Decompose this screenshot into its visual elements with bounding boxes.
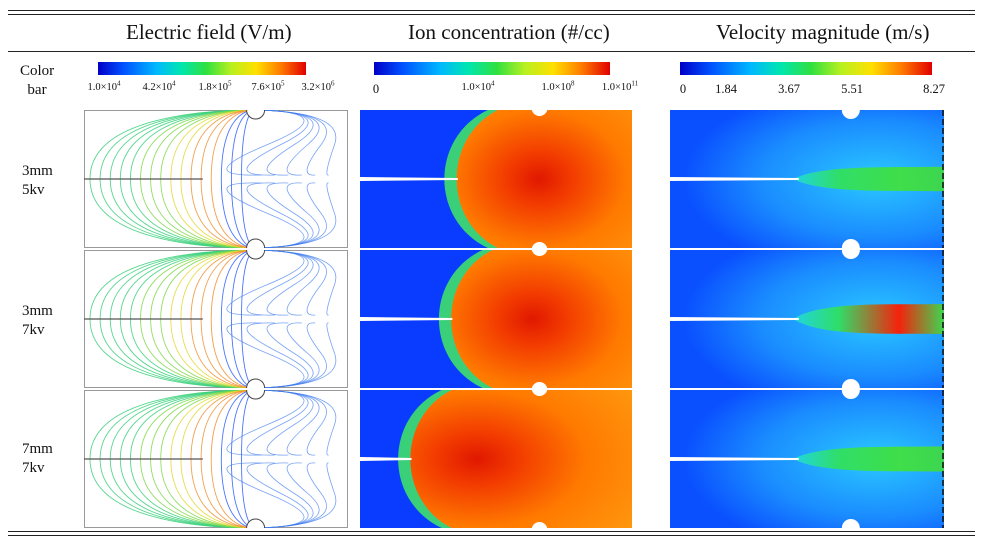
collector-electrode <box>531 250 548 256</box>
field-streamline <box>255 322 337 388</box>
colorbar-tick: 3.67 <box>778 82 800 96</box>
column-header-velocity-magnitude: Velocity magnitude (m/s) <box>716 20 930 44</box>
row-voltage: 7kv <box>22 322 45 338</box>
collector-electrode <box>246 110 266 120</box>
ion-region <box>456 110 632 248</box>
field-streamline <box>255 390 337 456</box>
field-streamline <box>255 182 337 248</box>
row-voltage: 5kv <box>22 182 45 198</box>
colorbar-row-label: Color bar <box>20 62 54 100</box>
emitter-needle <box>670 177 799 181</box>
column-header-electric-field: Electric field (V/m) <box>126 20 292 44</box>
ion-concentration-panel <box>360 110 632 248</box>
collector-electrode <box>841 250 860 259</box>
row-label-2: 3mm 7kv <box>22 302 53 340</box>
emitter-needle <box>360 457 412 461</box>
emitter-needle <box>670 457 799 461</box>
collector-electrode <box>841 390 860 399</box>
colorbar-tick: 4.2×104 <box>142 79 176 93</box>
collector-electrode <box>246 378 266 388</box>
colorbar-tick: 1.84 <box>715 82 737 96</box>
electric-field-panel <box>84 390 348 528</box>
colorbar-row-label-line2: bar <box>27 82 47 98</box>
row-gap: 7mm <box>22 441 53 457</box>
row-gap: 3mm <box>22 163 53 179</box>
ion-concentration-panel <box>360 250 632 388</box>
emitter-needle <box>670 317 799 321</box>
collector-electrode <box>531 110 548 116</box>
colorbar-ion-concentration <box>374 62 610 75</box>
colorbar-tick: 7.6×105 <box>251 79 285 93</box>
row-gap: 3mm <box>22 303 53 319</box>
colorbar-tick: 1.0×104 <box>461 79 495 93</box>
row-label-1: 3mm 5kv <box>22 162 53 200</box>
collector-electrode <box>841 379 860 388</box>
collector-electrode <box>531 390 548 396</box>
collector-electrode <box>531 522 548 528</box>
table-top-rule <box>8 10 975 11</box>
collector-electrode <box>246 390 266 400</box>
collector-electrode <box>841 110 860 119</box>
electric-field-panel <box>84 110 348 248</box>
colorbar-electric-field <box>98 62 306 75</box>
collector-electrode <box>531 382 548 388</box>
velocity-panel <box>670 250 944 388</box>
row-label-3: 7mm 7kv <box>22 440 53 478</box>
colorbar-tick: 5.51 <box>841 82 863 96</box>
velocity-jet <box>793 166 944 192</box>
colorbar-tick: 1.0×108 <box>541 79 575 93</box>
emitter-needle <box>360 177 458 181</box>
colorbar-tick: 0 <box>679 82 687 96</box>
colorbar-row-label-line1: Color <box>20 63 55 79</box>
colorbar-velocity <box>680 62 932 75</box>
row-voltage: 7kv <box>22 460 45 476</box>
ion-region <box>451 250 632 388</box>
collector-electrode <box>531 242 548 248</box>
field-streamline <box>255 250 337 316</box>
collector-electrode <box>841 519 860 528</box>
electric-field-panel <box>84 250 348 388</box>
colorbar-tick: 3.2×106 <box>301 79 335 93</box>
colorbar-tick: 1.0×1011 <box>601 79 639 93</box>
colorbar-tick: 1.8×105 <box>198 79 232 93</box>
collector-electrode <box>246 250 266 260</box>
velocity-panel <box>670 390 944 528</box>
colorbar-tick: 8.27 <box>923 82 945 96</box>
velocity-jet <box>793 446 944 472</box>
field-streamline <box>255 110 337 176</box>
table-top-rule-2 <box>8 14 975 15</box>
colorbar-tick: 0 <box>372 82 380 96</box>
velocity-panel <box>670 110 944 248</box>
collector-electrode <box>246 518 266 528</box>
table-bottom-rule-2 <box>8 535 975 536</box>
ion-concentration-panel <box>360 390 632 528</box>
emitter-needle <box>360 317 453 321</box>
collector-electrode <box>246 238 266 248</box>
table-bottom-rule <box>8 531 975 532</box>
field-streamline <box>255 462 337 528</box>
colorbar-tick: 1.0×104 <box>87 79 121 93</box>
ion-region <box>410 390 632 528</box>
velocity-jet <box>793 304 944 334</box>
table-header-rule <box>8 51 975 52</box>
column-header-ion-concentration: Ion concentration (#/cc) <box>408 20 610 44</box>
collector-electrode <box>841 239 860 248</box>
